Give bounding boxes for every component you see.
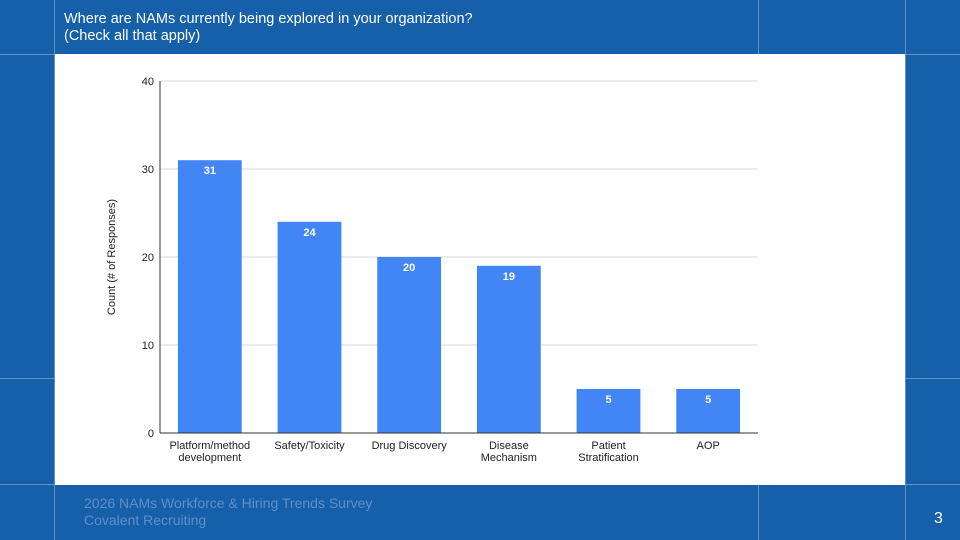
footer: 2026 NAMs Workforce & Hiring Trends Surv…	[84, 495, 372, 529]
y-tick-label: 20	[142, 252, 154, 264]
slide-gridline	[905, 0, 906, 540]
x-tick-label: AOP	[697, 440, 720, 452]
bar	[576, 389, 641, 433]
y-tick-label: 40	[142, 76, 154, 88]
bar	[377, 257, 442, 433]
data-label: 20	[403, 262, 415, 274]
bar	[177, 160, 242, 433]
data-label: 19	[503, 271, 515, 283]
data-label: 5	[605, 394, 611, 406]
x-tick-label: Disease	[489, 440, 529, 452]
x-tick-label: Drug Discovery	[372, 440, 448, 452]
x-tick-label: development	[178, 452, 241, 464]
bar	[277, 221, 342, 433]
y-axis-title: Count (# of Responses)	[106, 199, 118, 315]
y-tick-label: 10	[142, 340, 154, 352]
y-tick-label: 30	[142, 164, 154, 176]
footer-company: Covalent Recruiting	[84, 512, 207, 528]
slide-gridline	[54, 0, 55, 540]
page-number: 3	[934, 510, 943, 527]
data-label: 31	[204, 165, 216, 177]
x-tick-label: Patient	[591, 440, 625, 452]
y-tick-label: 0	[148, 428, 154, 440]
bar	[476, 265, 541, 433]
x-tick-label: Mechanism	[481, 452, 537, 464]
x-tick-label: Platform/method	[169, 440, 250, 452]
x-tick-label: Stratification	[578, 452, 639, 464]
chart-panel: 0 10 20 30 40 31 Platform/method development 24 S…	[55, 54, 905, 485]
x-tick-label: Safety/Toxicity	[274, 440, 345, 452]
data-label: 24	[303, 227, 316, 239]
data-label: 5	[705, 394, 711, 406]
bar	[676, 389, 741, 433]
footer-survey-title: 2026 NAMs Workforce & Hiring Trends Surv…	[84, 495, 373, 511]
slide-title: Where are NAMs currently being explored …	[64, 11, 473, 44]
